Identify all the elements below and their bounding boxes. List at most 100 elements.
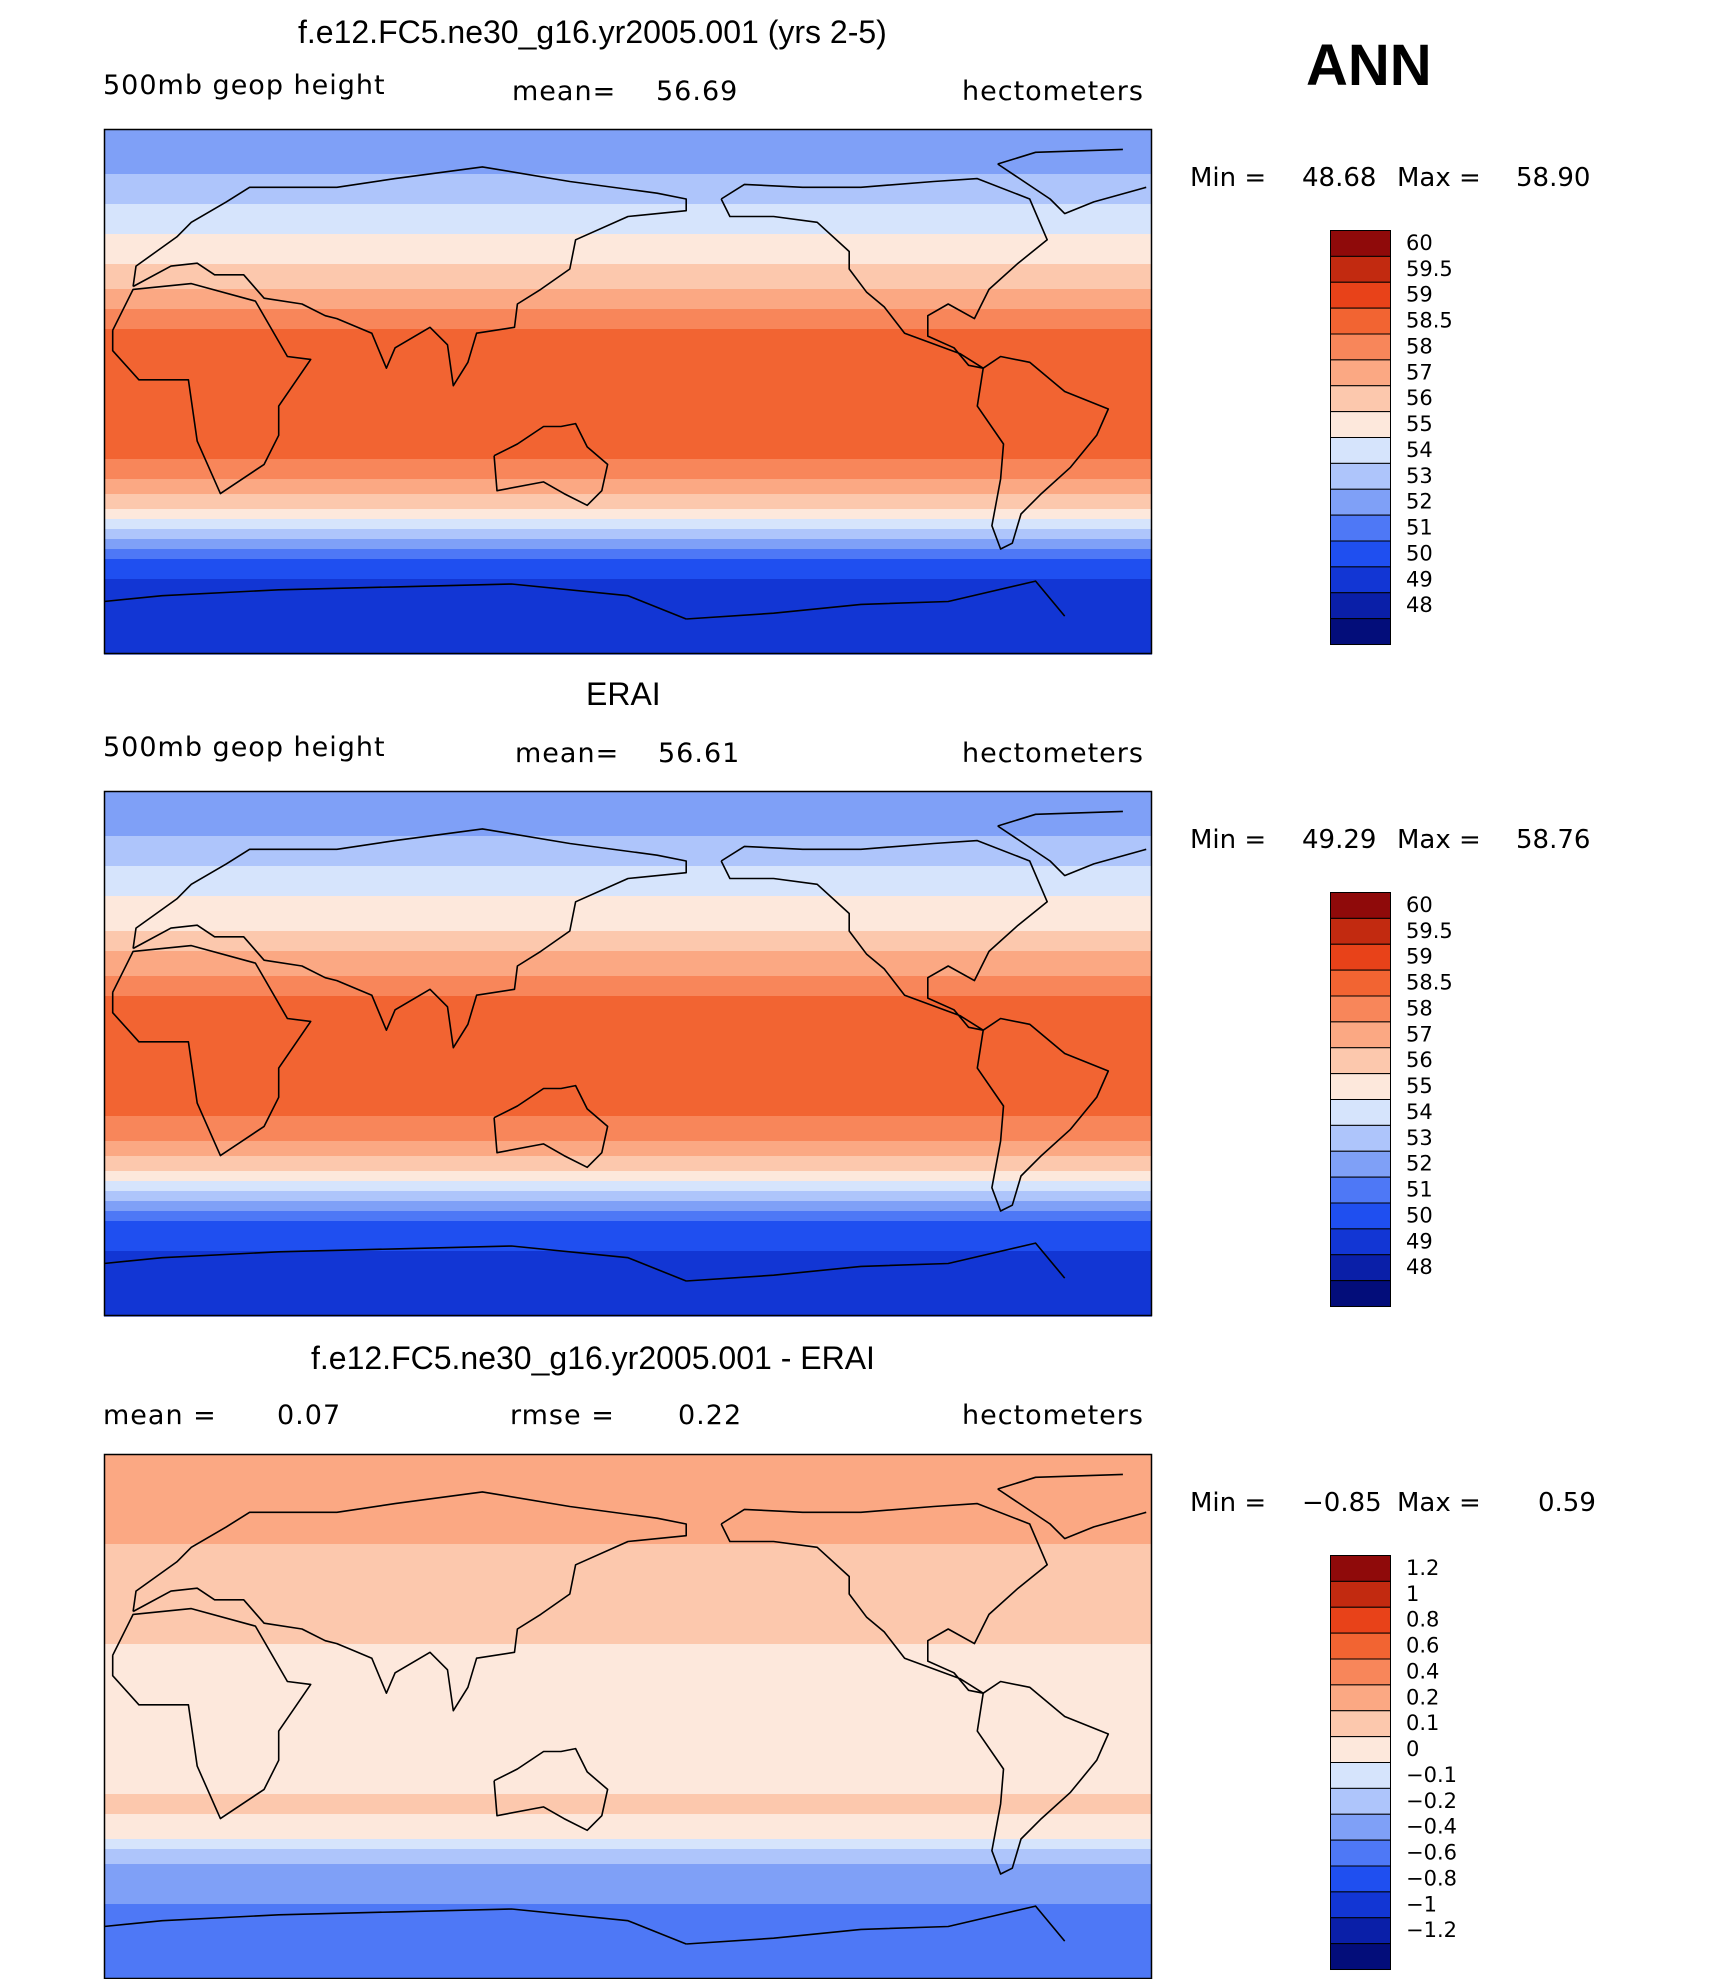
heatmap-band xyxy=(104,1559,1152,1565)
colorbar-tick-label: 52 xyxy=(1406,490,1433,514)
colorbar-swatch xyxy=(1330,281,1391,309)
colorbar-swatch xyxy=(1330,592,1391,620)
heatmap-band xyxy=(104,529,1152,535)
heatmap-band xyxy=(104,154,1152,160)
heatmap-band xyxy=(104,1186,1152,1192)
heatmap-band xyxy=(104,1514,1152,1520)
heatmap-band xyxy=(104,1311,1152,1317)
heatmap-band xyxy=(104,539,1152,545)
colorbar-swatch xyxy=(1330,1943,1391,1971)
heatmap-band xyxy=(104,294,1152,300)
heatmap-band xyxy=(104,1824,1152,1830)
heatmap-band xyxy=(104,886,1152,892)
colorbar-swatch xyxy=(1330,488,1391,516)
panel3-mean-label: mean = xyxy=(103,1400,217,1431)
heatmap-band xyxy=(104,284,1152,290)
heatmap-band xyxy=(104,971,1152,977)
heatmap-band xyxy=(104,234,1152,240)
coastline xyxy=(111,1607,312,1820)
heatmap-band xyxy=(104,1106,1152,1112)
heatmap-band xyxy=(104,936,1152,942)
heatmap-band xyxy=(104,1061,1152,1067)
heatmap-band xyxy=(104,454,1152,460)
heatmap-band xyxy=(104,614,1152,620)
colorbar-swatch xyxy=(1330,514,1391,542)
heatmap-band xyxy=(104,434,1152,440)
heatmap-band xyxy=(104,609,1152,615)
panel3-map xyxy=(103,1453,1153,1979)
heatmap-band xyxy=(104,269,1152,275)
heatmap-band xyxy=(104,1834,1152,1840)
heatmap-band xyxy=(104,169,1152,175)
heatmap-band xyxy=(104,389,1152,395)
coastline xyxy=(997,810,1147,877)
heatmap-band xyxy=(104,871,1152,877)
colorbar-tick-label: 58.5 xyxy=(1406,309,1453,333)
heatmap-band xyxy=(104,484,1152,490)
heatmap-band xyxy=(104,1859,1152,1865)
heatmap-band xyxy=(104,961,1152,967)
heatmap-band xyxy=(104,1644,1152,1650)
heatmap-band xyxy=(104,1201,1152,1207)
panel1-max-value: 58.90 xyxy=(1516,163,1591,193)
heatmap-band xyxy=(104,1499,1152,1505)
heatmap-band xyxy=(104,896,1152,902)
colorbar-swatch xyxy=(1330,1839,1391,1867)
panel3-title: f.e12.FC5.ne30_g16.yr2005.001 - ERAI xyxy=(311,1340,875,1376)
heatmap-band xyxy=(104,1231,1152,1237)
heatmap-band xyxy=(104,634,1152,640)
heatmap-band xyxy=(104,149,1152,155)
panel1-map xyxy=(103,128,1153,655)
heatmap-band xyxy=(104,1016,1152,1022)
heatmap-band xyxy=(104,1649,1152,1655)
heatmap-band xyxy=(104,469,1152,475)
panel2-title: ERAI xyxy=(586,676,661,712)
panel1-units: hectometers xyxy=(962,76,1144,107)
heatmap-band xyxy=(104,414,1152,420)
heatmap-band xyxy=(104,1854,1152,1860)
heatmap-band xyxy=(104,604,1152,610)
panel3-max-label: Max = xyxy=(1397,1488,1481,1518)
heatmap-band xyxy=(104,1604,1152,1610)
panel1-title: f.e12.FC5.ne30_g16.yr2005.001 (yrs 2-5) xyxy=(298,14,887,50)
heatmap-band xyxy=(104,239,1152,245)
coastline xyxy=(103,1242,1066,1282)
heatmap-band xyxy=(104,429,1152,435)
heatmap-band xyxy=(104,856,1152,862)
heatmap-band xyxy=(104,1146,1152,1152)
heatmap-band xyxy=(104,1764,1152,1770)
heatmap-band xyxy=(104,991,1152,997)
heatmap-band xyxy=(104,1739,1152,1745)
heatmap-band xyxy=(104,1919,1152,1925)
colorbar-tick-label: 51 xyxy=(1406,1178,1433,1202)
heatmap-band xyxy=(104,1291,1152,1297)
heatmap-band xyxy=(104,846,1152,852)
map-frame xyxy=(103,128,1153,655)
colorbar-tick-label: 48 xyxy=(1406,1255,1433,1279)
heatmap-band xyxy=(104,439,1152,445)
heatmap-band xyxy=(104,324,1152,330)
heatmap-band xyxy=(104,549,1152,555)
heatmap-band xyxy=(104,579,1152,585)
heatmap-band xyxy=(104,164,1152,170)
panel2-min-label: Min = xyxy=(1190,825,1267,855)
heatmap-band xyxy=(104,1619,1152,1625)
heatmap-band xyxy=(104,1484,1152,1490)
heatmap-band xyxy=(104,1624,1152,1630)
heatmap-band xyxy=(104,289,1152,295)
heatmap-band xyxy=(104,1479,1152,1485)
heatmap-band xyxy=(104,299,1152,305)
heatmap-band xyxy=(104,1964,1152,1970)
heatmap-band xyxy=(104,1574,1152,1580)
heatmap-band xyxy=(104,1031,1152,1037)
heatmap-band xyxy=(104,364,1152,370)
heatmap-band xyxy=(104,1909,1152,1915)
heatmap-band xyxy=(104,1181,1152,1187)
colorbar-swatch xyxy=(1330,1917,1391,1945)
coastline xyxy=(997,1473,1147,1540)
heatmap-band xyxy=(104,1519,1152,1525)
colorbar-swatch xyxy=(1330,230,1391,257)
heatmap-band xyxy=(104,1744,1152,1750)
heatmap-band xyxy=(104,1849,1152,1855)
heatmap-band xyxy=(104,861,1152,867)
